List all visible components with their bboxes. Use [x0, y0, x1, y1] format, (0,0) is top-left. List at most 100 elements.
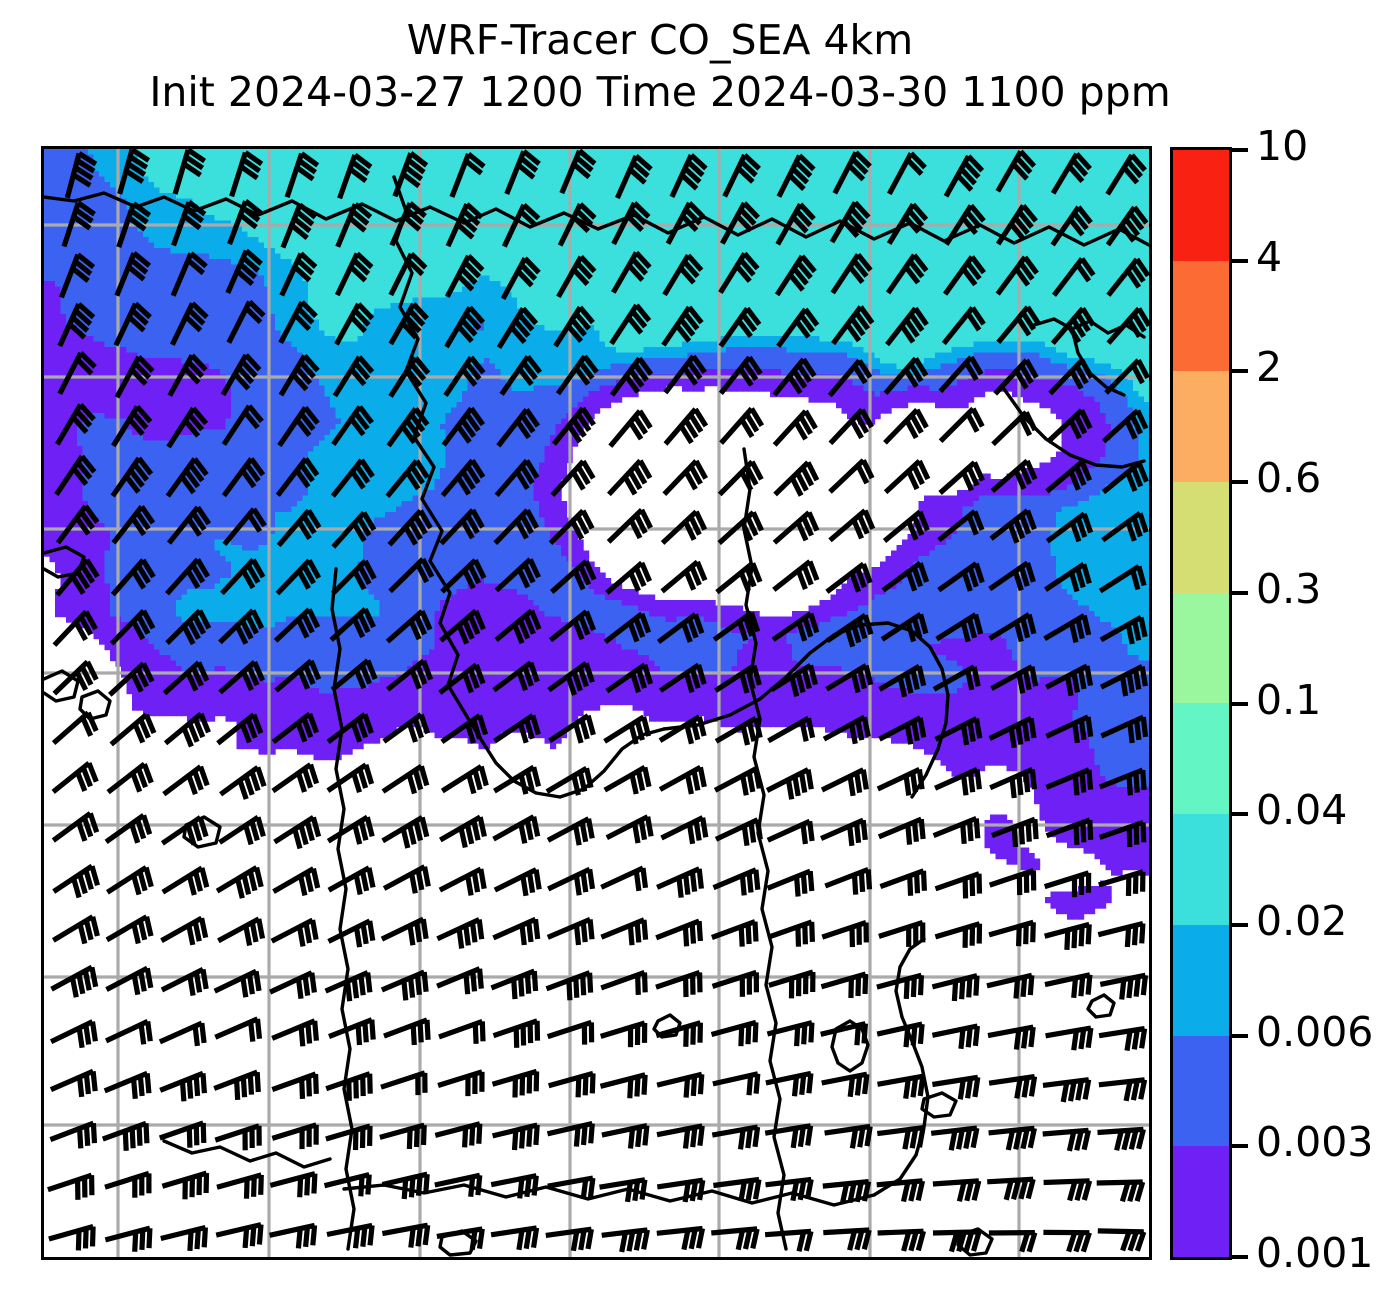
wind-barb: [656, 1071, 705, 1098]
tick-mark-icon: [1232, 148, 1248, 152]
wind-barb: [58, 252, 96, 299]
wind-barbs-layer: [47, 149, 1149, 1253]
tick-mark-icon: [1232, 1255, 1248, 1259]
wind-barb: [324, 970, 373, 1002]
wind-barb: [1098, 869, 1146, 896]
tick-mark-icon: [1232, 812, 1248, 817]
wind-barb: [270, 917, 319, 947]
wind-barb: [271, 711, 320, 745]
wind-barb: [504, 149, 541, 195]
wind-barb: [711, 969, 759, 997]
wind-barb: [388, 302, 429, 346]
wind-barb: [1098, 819, 1147, 848]
wind-barb: [776, 153, 816, 198]
wind-barb: [331, 405, 374, 446]
wind-barb: [275, 558, 322, 596]
wind-barb: [559, 149, 597, 195]
wind-barb: [718, 355, 763, 396]
colorbar-tick-label: 2: [1256, 347, 1282, 388]
wind-barb: [104, 1170, 152, 1198]
wind-barb: [772, 357, 817, 397]
wind-barb: [492, 814, 541, 844]
wind-barb: [221, 404, 264, 446]
wind-barb: [988, 1230, 1038, 1253]
wind-barb: [876, 1125, 926, 1150]
wind-barb: [51, 811, 100, 843]
wind-barb: [493, 867, 542, 897]
wind-barb: [217, 916, 266, 946]
wind-barb: [109, 608, 156, 646]
wind-barb: [1099, 615, 1148, 645]
map-plot-area[interactable]: [41, 146, 1152, 1260]
wind-barb: [599, 1020, 648, 1048]
wind-barb: [986, 972, 1035, 999]
wind-barb: [883, 459, 931, 495]
wind-barb: [1043, 1178, 1093, 1202]
wind-barb: [599, 1072, 648, 1099]
wind-barb: [163, 711, 211, 748]
wind-barb: [227, 199, 263, 246]
wind-barb: [225, 248, 263, 294]
wind-barb: [932, 664, 981, 692]
wind-barb: [768, 969, 816, 999]
colorbar-band-4: [1173, 592, 1229, 704]
wind-barb: [385, 658, 434, 692]
wind-barb: [988, 715, 1037, 749]
wind-barb: [931, 973, 980, 1002]
wind-barb: [323, 1172, 372, 1197]
colorbar[interactable]: [1170, 147, 1232, 1260]
wind-barb: [932, 1229, 982, 1253]
wind-barb: [545, 970, 594, 1001]
wind-barb: [216, 712, 264, 746]
wind-barb: [104, 1225, 153, 1252]
wind-barb: [665, 201, 706, 245]
wind-barb: [991, 410, 1038, 447]
wind-barb: [989, 767, 1037, 799]
wind-barb: [1098, 564, 1147, 594]
wind-barb: [547, 866, 596, 896]
wind-barb: [549, 559, 597, 594]
wind-barb: [546, 917, 595, 946]
wind-barb: [110, 558, 156, 597]
wind-barb: [337, 152, 373, 200]
colorbar-band-7: [1173, 924, 1229, 1036]
wind-barb: [711, 919, 759, 947]
wind-barb: [160, 915, 209, 946]
wind-barb: [545, 1226, 594, 1252]
wind-barb: [820, 767, 869, 797]
wind-barb: [775, 202, 816, 246]
wind-barb: [766, 818, 815, 845]
wind-barb: [327, 918, 376, 948]
wind-barb: [103, 1070, 152, 1100]
wind-barb: [381, 764, 430, 795]
wind-barb: [548, 713, 596, 744]
wind-barb: [388, 252, 428, 297]
wind-barb: [887, 151, 927, 196]
wind-barb: [440, 764, 489, 795]
wind-barb: [764, 1228, 814, 1252]
wind-barb: [938, 355, 984, 394]
wind-barb: [822, 714, 871, 745]
wind-barb: [160, 815, 209, 846]
colorbar-band-0: [1173, 150, 1229, 261]
wind-barb: [214, 1123, 262, 1151]
wind-barb: [501, 202, 541, 248]
wind-barb: [57, 302, 96, 348]
wind-barb: [601, 1123, 650, 1149]
wind-barb: [551, 406, 596, 446]
wind-barb: [546, 816, 595, 846]
wind-barb: [110, 456, 154, 498]
wind-barb: [662, 253, 704, 297]
wind-barb: [219, 557, 266, 596]
wind-barb: [713, 1176, 762, 1202]
wind-barb: [55, 558, 100, 597]
wind-barb: [599, 1177, 648, 1203]
colorbar-band-5: [1173, 703, 1229, 815]
wind-barb: [820, 817, 868, 847]
colorbar-band-1: [1173, 260, 1229, 372]
tick-mark-icon: [1232, 1033, 1248, 1038]
wind-barb: [165, 457, 209, 498]
wind-barb: [764, 1123, 814, 1149]
wind-barb: [218, 608, 265, 645]
